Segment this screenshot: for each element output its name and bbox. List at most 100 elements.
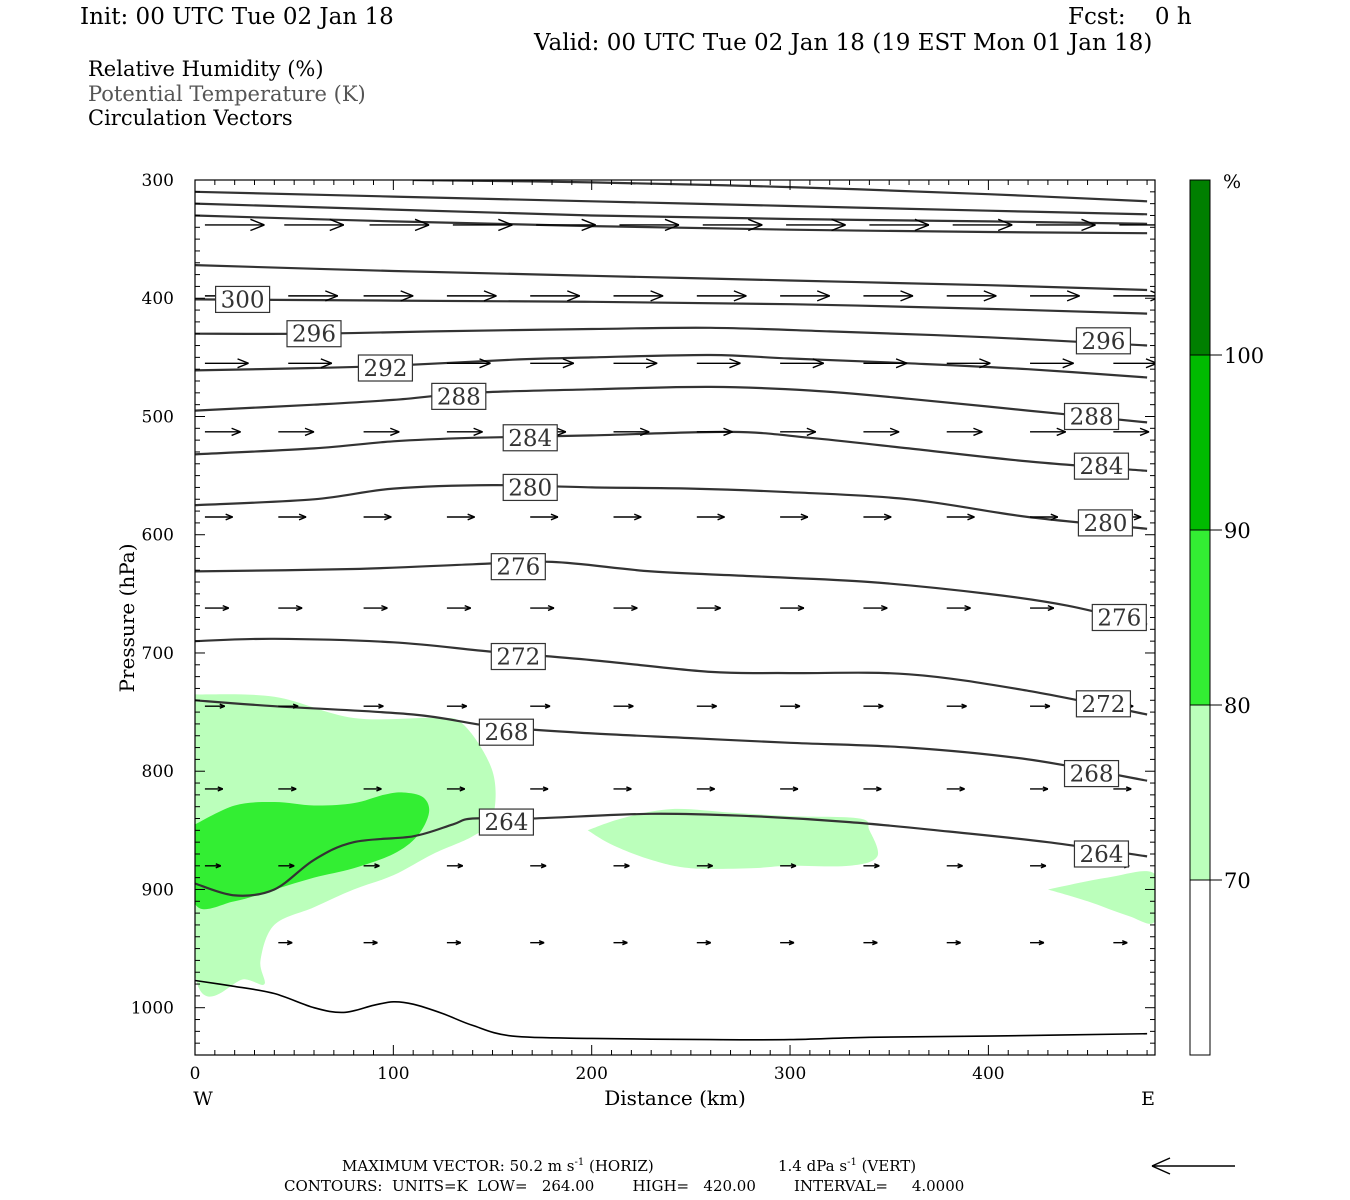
vector-0-9: [952, 218, 1013, 232]
vector-7-1: [278, 786, 297, 792]
contour-label-300-0: 300: [215, 285, 271, 313]
forecast-hour: Fcst: 0 h: [1068, 4, 1192, 30]
vector-1-1: [288, 290, 339, 302]
svg-text:288: 288: [1070, 404, 1114, 430]
y-tick-label-300: 300: [142, 171, 174, 191]
vector-1-10: [1030, 290, 1080, 302]
vector-3-11: [1113, 427, 1150, 437]
contour-labels: 264 264 268 268 272 272 276 276 280 280 284 284 288 2…: [215, 285, 1147, 868]
isentrope-272: [195, 637, 1148, 716]
vector-8-1: [278, 863, 295, 869]
contour-label-264-0: 264: [478, 808, 535, 836]
vector-4-1: [278, 513, 307, 521]
vector-4-4: [530, 513, 559, 521]
vector-3-9: [946, 427, 983, 437]
vector-5-0: [204, 604, 229, 612]
valid-time: Valid: 00 UTC Tue 02 Jan 18 (19 EST Mon …: [534, 30, 1153, 56]
colorbar-segment-0: [1189, 179, 1211, 356]
x-end-right: E: [1141, 1088, 1155, 1110]
vector-6-8: [863, 703, 884, 709]
x-tick-label-200: 200: [575, 1064, 607, 1084]
svg-text:268: 268: [484, 720, 528, 746]
vector-3-10: [1030, 427, 1067, 437]
x-tick-label-100: 100: [377, 1064, 409, 1084]
x-tick-label-400: 400: [972, 1064, 1004, 1084]
vector-6-0: [204, 703, 226, 709]
svg-text:296: 296: [1081, 329, 1125, 355]
contour-label-284-1: 284: [1073, 452, 1130, 480]
isentrope-unlabeled-11: [195, 214, 1148, 235]
vector-2-5: [613, 358, 658, 369]
plot-frame: [194, 179, 1156, 1056]
svg-text:288: 288: [437, 384, 481, 410]
vector-8-5: [613, 863, 630, 869]
vector-4-2: [363, 513, 392, 521]
vector-5-9: [946, 604, 971, 612]
vector-9-0: [278, 940, 293, 946]
vector-0-11: [1119, 224, 1155, 226]
vector-1-2: [363, 290, 414, 302]
rh-region-70-80-1: [587, 808, 879, 869]
vector-6-6: [696, 703, 717, 709]
isentropes: [195, 180, 1148, 1041]
vector-6-9: [946, 703, 967, 709]
contour-label-284-0: 284: [502, 424, 558, 452]
x-tick-label-0: 0: [190, 1064, 201, 1084]
vector-9-7: [863, 940, 878, 946]
colorbar-label-70: 70: [1224, 869, 1251, 893]
vector-9-9: [1030, 940, 1045, 946]
colorbar-segment-1: [1189, 354, 1211, 531]
isentrope-unlabeled-10: [195, 264, 1148, 292]
colorbar-label-90: 90: [1224, 519, 1251, 543]
colorbar: 70 80 90 100: [1189, 179, 1264, 1056]
vector-1-4: [530, 290, 581, 302]
rh-fills: [195, 694, 1155, 997]
colorbar-label-100: 100: [1224, 344, 1264, 368]
vector-2-1: [288, 358, 333, 369]
legend-vectors: Circulation Vectors: [88, 106, 293, 130]
vector-5-2: [363, 604, 388, 612]
x-end-left: W: [193, 1088, 213, 1110]
vector-2-8: [863, 358, 908, 369]
contour-label-276-0: 276: [490, 553, 546, 581]
vector-8-2: [363, 863, 380, 869]
contour-label-272-1: 272: [1075, 690, 1132, 718]
isentrope-300: [195, 298, 1148, 315]
vector-3-1: [278, 427, 315, 437]
vector-8-0: [204, 863, 222, 869]
vector-1-5: [613, 290, 664, 302]
plot-border: [194, 179, 1156, 1056]
vector-9-1: [363, 940, 378, 946]
vector-1-9: [946, 290, 997, 302]
vector-4-3: [446, 513, 475, 521]
vector-8-9: [946, 863, 963, 869]
vector-5-10: [1030, 604, 1055, 612]
vector-7-11: [1113, 786, 1132, 792]
vector-5-3: [446, 604, 471, 612]
x-tick-label-300: 300: [774, 1064, 806, 1084]
rh-region-70-80-2: [1047, 871, 1155, 924]
vector-0-3: [452, 218, 513, 232]
vector-6-7: [780, 703, 801, 709]
vector-6-5: [613, 703, 634, 709]
vector-2-7: [780, 358, 825, 369]
vector-6-10: [1030, 703, 1051, 709]
isentrope-280: [195, 483, 1148, 530]
svg-text:264: 264: [1079, 842, 1123, 868]
vector-7-4: [530, 786, 549, 792]
y-tick-label-1000: 1000: [131, 999, 174, 1019]
vector-9-3: [530, 940, 545, 946]
vector-9-4: [613, 940, 628, 946]
vector-2-10: [1030, 358, 1074, 369]
svg-text:296: 296: [292, 322, 336, 348]
vector-4-8: [863, 513, 892, 521]
vector-2-4: [530, 358, 575, 369]
contour-label-280-1: 280: [1077, 509, 1134, 537]
vector-8-4: [530, 863, 547, 869]
legend-theta: Potential Temperature (K): [88, 82, 366, 106]
vector-0-0: [204, 218, 265, 232]
vector-1-7: [780, 290, 830, 302]
vector-1-3: [446, 290, 497, 302]
vector-7-3: [446, 786, 466, 792]
